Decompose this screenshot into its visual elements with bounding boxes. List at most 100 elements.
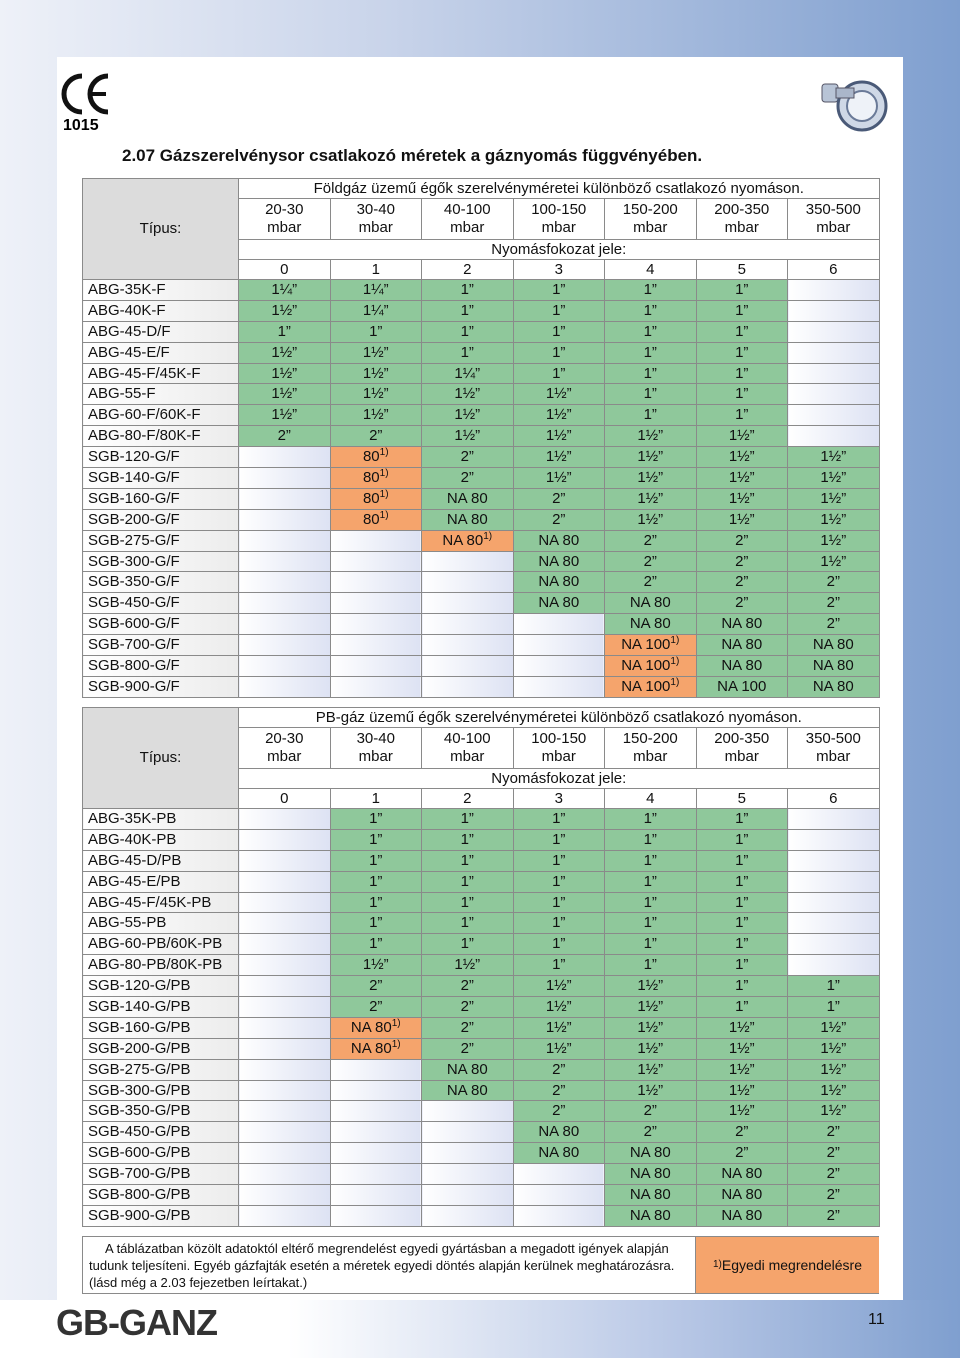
size-cell: NA 80 <box>695 655 788 677</box>
cell-text: NA 80 <box>442 531 484 549</box>
special-cell: 801) <box>329 508 422 531</box>
type-label: Típus: <box>82 707 239 809</box>
size-cell: 1” <box>787 996 880 1018</box>
size-cell: NA 80 <box>604 1142 697 1165</box>
size-cell: 2” <box>329 425 422 448</box>
row-label: SGB-600-G/PB <box>82 1142 239 1165</box>
data-row: SGB-700-G/PB NA 80 NA 80 2” <box>82 1163 880 1186</box>
data-row: ABG-35K-F 1¼” 1¼” 1” 1” 1” 1” <box>82 279 880 301</box>
empty-cell <box>238 1184 331 1206</box>
pressure-cell: 100-150 mbar <box>512 727 605 769</box>
empty-cell <box>421 571 514 594</box>
size-cell: 1” <box>512 299 605 322</box>
size-cell: 2” <box>604 1121 697 1144</box>
data-row: SGB-120-G/F 801) 2” 1½” 1½” 1½” 1½” <box>82 446 880 469</box>
size-cell: 1” <box>695 808 788 830</box>
pressure-range: 20-30 <box>265 201 304 218</box>
pressure-unit: mbar <box>633 748 668 765</box>
page-number: 11 <box>868 1311 885 1328</box>
special-cell: NA 801) <box>329 1016 422 1039</box>
size-cell: 2” <box>421 446 514 469</box>
size-cell: 1” <box>604 808 697 830</box>
row-label: ABG-45-E/F <box>82 341 239 364</box>
empty-cell <box>238 634 331 657</box>
ce-number: 1015 <box>63 117 99 134</box>
size-cell: 1” <box>421 299 514 322</box>
pressure-range: 200-350 <box>714 730 770 747</box>
row-label: ABG-45-F/45K-PB <box>82 891 239 914</box>
size-cell: 1½” <box>787 1016 880 1039</box>
row-label: ABG-40K-PB <box>82 828 239 851</box>
data-row: ABG-45-F/45K-F 1½” 1½” 1¼” 1” 1” 1” <box>82 362 880 385</box>
data-row: SGB-450-G/PB NA 80 2” 2” 2” <box>82 1121 880 1144</box>
size-cell: 1½” <box>604 1079 697 1102</box>
pressure-unit: mbar <box>358 748 393 765</box>
pressure-range: 100-150 <box>531 730 587 747</box>
size-cell: 1½” <box>604 1037 697 1060</box>
footer-note: 1) Egyedi megrendelésre <box>695 1237 879 1293</box>
cell-text: NA 100 <box>621 636 671 654</box>
size-cell: 2” <box>695 1142 788 1165</box>
pressure-range: 150-200 <box>622 201 678 218</box>
empty-cell <box>787 404 880 427</box>
pressure-row: 20-30 mbar 30-40 mbar 40-100 mbar 100-150 mbar 1… <box>83 198 880 240</box>
row-label: SGB-200-G/PB <box>82 1037 239 1060</box>
size-cell: 1” <box>604 404 697 427</box>
stage: 0 <box>238 788 331 809</box>
size-cell: 2” <box>787 1121 880 1144</box>
cell-text: 80 <box>362 468 380 486</box>
data-row: SGB-140-G/PB 2” 2” 1½” 1½” 1” 1” <box>82 996 880 1018</box>
size-cell: 1½” <box>329 404 422 427</box>
stage: 0 <box>238 259 331 280</box>
row-label: ABG-55-F <box>82 383 239 406</box>
cell-text: NA 100 <box>621 677 671 695</box>
size-cell: 1½” <box>512 383 605 406</box>
size-cell: 1” <box>512 828 605 851</box>
size-cell: 1½” <box>604 446 697 469</box>
size-cell: 1½” <box>238 341 331 364</box>
stage: 5 <box>695 788 788 809</box>
row-label: SGB-350-G/PB <box>82 1100 239 1123</box>
size-cell: 1” <box>329 870 422 893</box>
size-cell: 1” <box>604 891 697 914</box>
size-cell: 2” <box>787 571 880 594</box>
pressure-cell: 200-350 mbar <box>695 198 788 240</box>
empty-cell <box>329 1121 422 1144</box>
row-label: SGB-800-G/F <box>82 655 239 677</box>
pressure-unit: mbar <box>724 219 759 236</box>
size-cell: 1” <box>421 279 514 301</box>
empty-cell <box>238 487 331 510</box>
empty-cell <box>238 508 331 531</box>
data-row: ABG-45-D/PB 1” 1” 1” 1” 1” <box>82 849 880 872</box>
size-cell: 1¼” <box>329 279 422 301</box>
data-row: ABG-40K-PB 1” 1” 1” 1” 1” <box>82 828 880 851</box>
size-cell: 1½” <box>604 1016 697 1039</box>
empty-cell <box>421 1142 514 1165</box>
empty-cell <box>238 655 331 677</box>
size-cell: 1” <box>604 362 697 385</box>
empty-cell <box>238 592 331 615</box>
size-cell: 2” <box>695 592 788 615</box>
size-cell: 1” <box>512 870 605 893</box>
size-cell: 1½” <box>604 487 697 510</box>
empty-cell <box>421 592 514 615</box>
size-cell: 2” <box>512 1058 605 1081</box>
size-cell: 1” <box>695 849 788 872</box>
stage-label: Nyomásfokozat jele: <box>238 239 880 260</box>
stage: 6 <box>787 788 880 809</box>
size-cell: 1½” <box>238 404 331 427</box>
size-cell: NA 80 <box>787 655 880 677</box>
empty-cell <box>238 1204 331 1227</box>
size-cell: 2” <box>329 975 422 998</box>
empty-cell <box>238 808 331 830</box>
size-cell: 2” <box>787 613 880 636</box>
size-cell: NA 80 <box>512 550 605 573</box>
size-cell: 1½” <box>238 362 331 385</box>
size-cell: 1” <box>329 808 422 830</box>
pressure-unit: mbar <box>541 219 576 236</box>
size-cell: 2” <box>695 550 788 573</box>
size-cell: 1” <box>695 383 788 406</box>
cell-text: NA 80 <box>350 1039 392 1057</box>
size-cell: 1½” <box>512 1016 605 1039</box>
size-cell: 1½” <box>695 467 788 489</box>
